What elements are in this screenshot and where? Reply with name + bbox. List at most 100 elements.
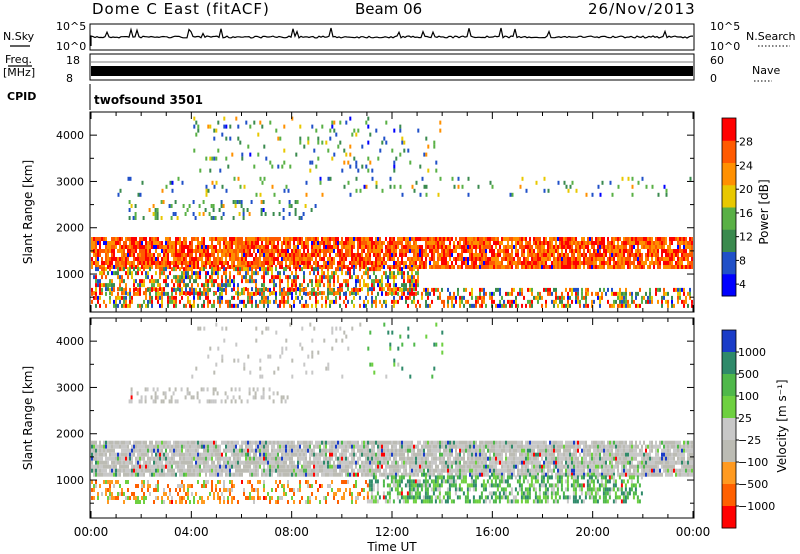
heatmap-cell <box>193 452 195 457</box>
heatmap-cell <box>143 456 145 461</box>
heatmap-cell <box>141 464 143 469</box>
heatmap-cell <box>291 237 293 241</box>
heatmap-cell <box>283 464 285 469</box>
heatmap-cell <box>225 136 228 141</box>
heatmap-cell <box>335 253 337 257</box>
heatmap-cell <box>655 237 657 241</box>
heatmap-cell <box>145 444 147 449</box>
heatmap-cell <box>527 299 529 304</box>
heatmap-cell <box>439 176 442 181</box>
heatmap-cell <box>91 468 93 473</box>
heatmap-cell <box>393 265 395 269</box>
heatmap-cell <box>681 261 683 265</box>
heatmap-cell <box>353 291 355 296</box>
heatmap-cell <box>453 295 455 300</box>
heatmap-cell <box>313 237 315 241</box>
heatmap-cell <box>265 456 267 461</box>
heatmap-cell <box>393 128 396 133</box>
heatmap-cell <box>511 241 513 245</box>
heatmap-cell <box>631 299 633 304</box>
heatmap-cell <box>299 241 301 245</box>
heatmap-cell <box>317 237 319 241</box>
heatmap-cell <box>125 299 127 304</box>
heatmap-cell <box>143 257 145 261</box>
heatmap-cell <box>293 448 295 453</box>
heatmap-cell <box>645 241 647 245</box>
heatmap-cell <box>211 156 214 161</box>
heatmap-cell <box>597 295 599 300</box>
heatmap-cell <box>183 249 185 253</box>
heatmap-cell <box>301 253 303 257</box>
heatmap-cell <box>665 237 667 241</box>
heatmap-cell <box>175 444 177 449</box>
heatmap-cell <box>143 460 145 465</box>
heatmap-cell <box>339 295 341 300</box>
heatmap-cell <box>301 452 303 457</box>
heatmap-cell <box>259 291 261 296</box>
heatmap-cell <box>597 257 599 261</box>
heatmap-cell <box>357 237 359 241</box>
heatmap-cell <box>295 245 297 249</box>
heatmap-cell <box>123 249 125 253</box>
heatmap-cell <box>459 303 461 308</box>
heatmap-cell <box>445 265 447 269</box>
heatmap-cell <box>371 249 373 253</box>
heatmap-cell <box>235 245 237 249</box>
heatmap-cell <box>343 299 345 304</box>
heatmap-cell <box>277 468 279 473</box>
heatmap-cell <box>657 253 659 257</box>
heatmap-cell <box>463 241 465 245</box>
heatmap-cell <box>371 464 373 469</box>
heatmap-cell <box>665 299 667 304</box>
heatmap-cell <box>227 440 229 445</box>
heatmap-cell <box>407 275 409 280</box>
heatmap-cell <box>385 120 388 125</box>
heatmap-cell <box>363 448 365 453</box>
heatmap-cell <box>665 291 667 296</box>
heatmap-cell <box>217 456 219 461</box>
heatmap-cell <box>333 440 335 445</box>
heatmap-cell <box>437 245 439 249</box>
heatmap-cell <box>277 136 280 141</box>
heatmap-cell <box>431 253 433 257</box>
heatmap-cell <box>321 257 323 261</box>
heatmap-cell <box>273 456 275 461</box>
heatmap-cell <box>597 253 599 257</box>
heatmap-cell <box>255 299 257 304</box>
heatmap-cell <box>153 241 155 245</box>
heatmap-cell <box>221 275 223 280</box>
heatmap-cell <box>657 261 659 265</box>
heatmap-cell <box>529 299 531 304</box>
heatmap-cell <box>533 261 535 265</box>
heatmap-cell <box>128 200 131 204</box>
heatmap-cell <box>479 249 481 253</box>
heatmap-cell <box>159 452 161 457</box>
heatmap-cell <box>459 241 461 245</box>
heatmap-cell <box>165 456 167 461</box>
heatmap-cell <box>95 295 97 300</box>
heatmap-cell <box>325 295 327 300</box>
heatmap-cell <box>549 257 551 261</box>
heatmap-cell <box>323 237 325 241</box>
heatmap-cell <box>599 245 601 249</box>
heatmap-cell <box>133 279 135 284</box>
heatmap-cell <box>379 245 381 249</box>
heatmap-cell <box>339 261 341 265</box>
heatmap-cell <box>109 456 111 461</box>
heatmap-cell <box>107 249 109 253</box>
heatmap-cell <box>153 245 155 249</box>
heatmap-cell <box>231 452 233 457</box>
heatmap-cell <box>315 128 318 133</box>
heatmap-cell <box>179 283 181 288</box>
heatmap-cell <box>487 265 489 269</box>
heatmap-cell <box>189 275 191 280</box>
heatmap-cell <box>109 299 111 304</box>
heatmap-cell <box>435 237 437 241</box>
heatmap-cell <box>145 245 147 249</box>
heatmap-cell <box>539 245 541 249</box>
heatmap-cell <box>161 249 163 253</box>
heatmap-cell <box>235 468 237 473</box>
heatmap-cell <box>267 299 269 304</box>
heatmap-cell <box>238 212 241 216</box>
heatmap-cell <box>411 271 413 276</box>
